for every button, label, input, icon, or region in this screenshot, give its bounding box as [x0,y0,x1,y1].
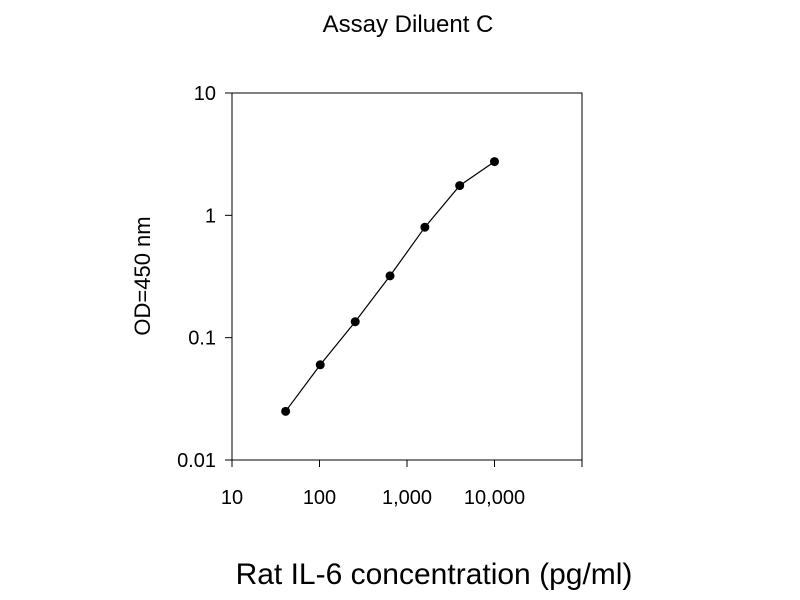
data-point [281,406,291,416]
chart-title: Assay Diluent C [323,11,494,38]
data-point [385,271,395,281]
x-axis-ticks: 10 100 1,000 10,000 [221,460,583,509]
y-tick-label: 1 [205,205,216,227]
data-point [490,157,499,167]
x-tick-label: 100 [303,487,336,509]
data-point [455,181,465,191]
x-axis-label: Rat IL-6 concentration (pg/ml) [236,558,633,591]
data-point [420,222,430,232]
y-axis-label: OD=450 nm [130,216,155,335]
x-tick-label: 10,000 [464,487,525,509]
x-tick-label: 1,000 [382,487,432,509]
data-series [281,157,499,416]
plot-area [231,92,583,461]
data-point [350,317,360,327]
y-tick-label: 10 [194,83,216,105]
y-axis-ticks: 0.01 0.1 1 10 [177,83,232,472]
x-tick-label: 10 [221,487,243,509]
plot-frame [231,92,583,461]
y-tick-label: 0.1 [188,328,216,350]
data-point [315,360,325,370]
series-line [285,161,495,412]
y-tick-label: 0.01 [177,450,216,472]
